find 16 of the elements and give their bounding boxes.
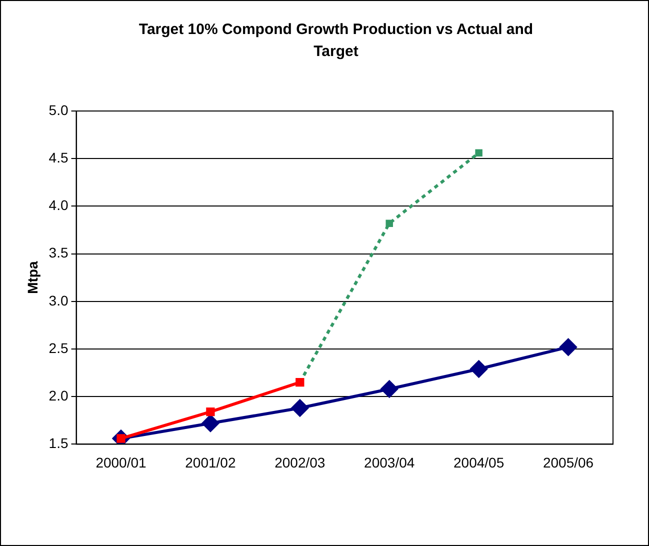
x-tick-label: 2001/02 xyxy=(185,454,236,470)
x-tick-label: 2000/01 xyxy=(96,454,147,470)
y-tick-label: 2.0 xyxy=(48,387,68,404)
x-tick-label: 2003/04 xyxy=(364,454,415,470)
y-tick-label: 1.5 xyxy=(48,435,68,452)
y-tick-label: 5.0 xyxy=(48,102,68,118)
y-tick-label: 4.5 xyxy=(48,149,68,166)
chart-title: Target 10% Compond Growth Production vs Actual and Target xyxy=(138,20,534,62)
y-axis-title: Mtpa xyxy=(24,261,40,294)
y-tick-label: 4.0 xyxy=(48,197,68,214)
y-tick-label: 3.0 xyxy=(48,292,68,308)
y-tick-label: 3.5 xyxy=(48,244,68,261)
x-tick-label: 2005/06 xyxy=(542,454,594,470)
x-tick-label: 2002/03 xyxy=(274,454,326,470)
x-tick-label: 2004/05 xyxy=(454,454,504,470)
y-tick-label: 2.5 xyxy=(48,340,68,356)
